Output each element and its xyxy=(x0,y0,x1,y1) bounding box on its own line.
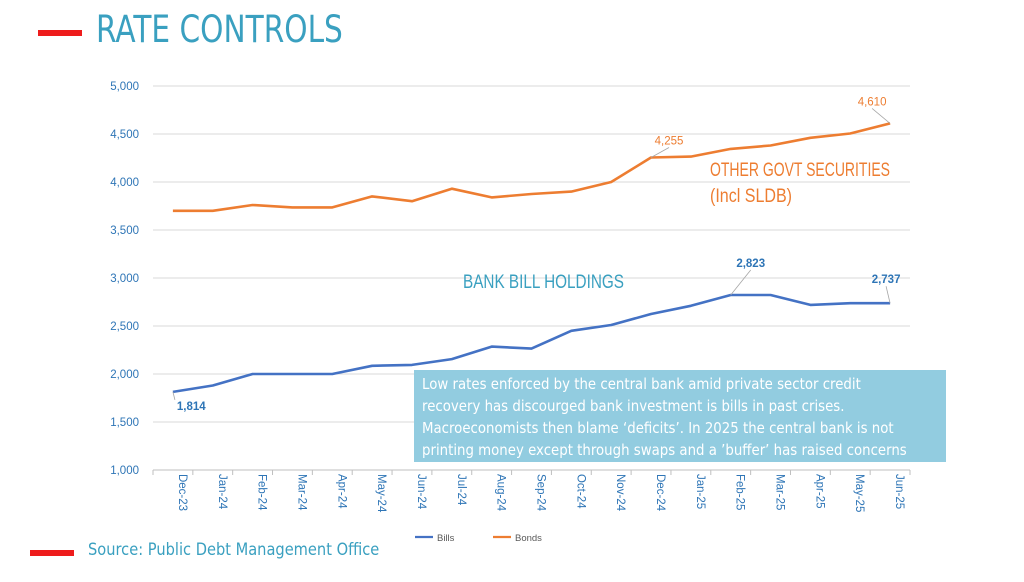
x-tick-label: Jan-25 xyxy=(694,474,706,509)
x-tick-label: Apr-25 xyxy=(813,474,825,509)
data-label: 4,255 xyxy=(655,136,684,148)
legend-label-bills: Bills xyxy=(437,533,455,544)
y-tick-label: 4,500 xyxy=(110,129,139,141)
y-tick-label: 1,500 xyxy=(110,417,139,429)
data-label: 1,814 xyxy=(177,401,206,413)
x-tick-label: Feb-24 xyxy=(256,474,268,511)
bills-annotation: BANK BILL HOLDINGS xyxy=(463,272,624,293)
title-accent-bar xyxy=(38,30,82,36)
x-tick-label: May-25 xyxy=(853,474,865,512)
legend-label-bonds: Bonds xyxy=(515,533,542,544)
data-label: 2,823 xyxy=(736,258,765,270)
x-tick-label: Apr-24 xyxy=(335,474,347,509)
y-tick-label: 3,500 xyxy=(110,225,139,237)
y-tick-label: 1,000 xyxy=(110,465,139,477)
x-tick-label: Jun-25 xyxy=(893,474,905,509)
bonds-annotation: OTHER GOVT SECURITIES xyxy=(710,160,890,181)
x-tick-label: Jan-24 xyxy=(216,474,228,510)
source-accent-bar xyxy=(30,550,74,556)
y-tick-label: 2,500 xyxy=(110,321,139,333)
page-title: RATE CONTROLS xyxy=(96,8,343,51)
commentary-box: Low rates enforced by the central bank a… xyxy=(414,370,946,462)
y-tick-label: 2,000 xyxy=(110,369,139,381)
x-tick-label: Sep-24 xyxy=(535,474,547,512)
note-line: recovery has discourged bank investment … xyxy=(422,397,845,415)
x-tick-label: Jul-24 xyxy=(455,474,467,506)
series-line-bills xyxy=(172,293,891,394)
data-label-leader xyxy=(885,286,891,304)
y-tick-label: 3,000 xyxy=(110,273,139,285)
x-tick-label: Mar-24 xyxy=(295,474,307,511)
data-label-leader xyxy=(730,269,752,296)
data-label: 2,737 xyxy=(872,274,901,286)
x-tick-label: Feb-25 xyxy=(734,474,746,510)
data-label: 4,610 xyxy=(858,96,887,108)
x-tick-label: Jun-24 xyxy=(415,474,427,510)
y-tick-label: 4,000 xyxy=(110,177,139,189)
x-tick-label: Aug-24 xyxy=(495,474,507,512)
source-text: Source: Public Debt Management Office xyxy=(88,540,380,560)
series-line-bonds xyxy=(172,122,891,213)
x-tick-label: Mar-25 xyxy=(774,474,786,510)
note-line: printing money except through swaps and … xyxy=(422,441,907,459)
x-tick-label: Dec-24 xyxy=(654,474,666,512)
x-tick-label: May-24 xyxy=(375,474,387,513)
x-tick-label: Nov-24 xyxy=(614,474,626,512)
bonds-annotation-sub: (Incl SLDB) xyxy=(710,186,792,207)
x-tick-label: Oct-24 xyxy=(574,474,586,509)
data-label-leader xyxy=(172,391,176,400)
data-label-leader xyxy=(650,147,670,158)
note-line: Macroeconomists then blame ‘deficits’. I… xyxy=(422,419,894,437)
x-tick-label: Dec-23 xyxy=(176,474,188,511)
note-line: Low rates enforced by the central bank a… xyxy=(422,375,861,393)
data-label-leader xyxy=(871,108,891,124)
y-tick-label: 5,000 xyxy=(110,81,139,93)
